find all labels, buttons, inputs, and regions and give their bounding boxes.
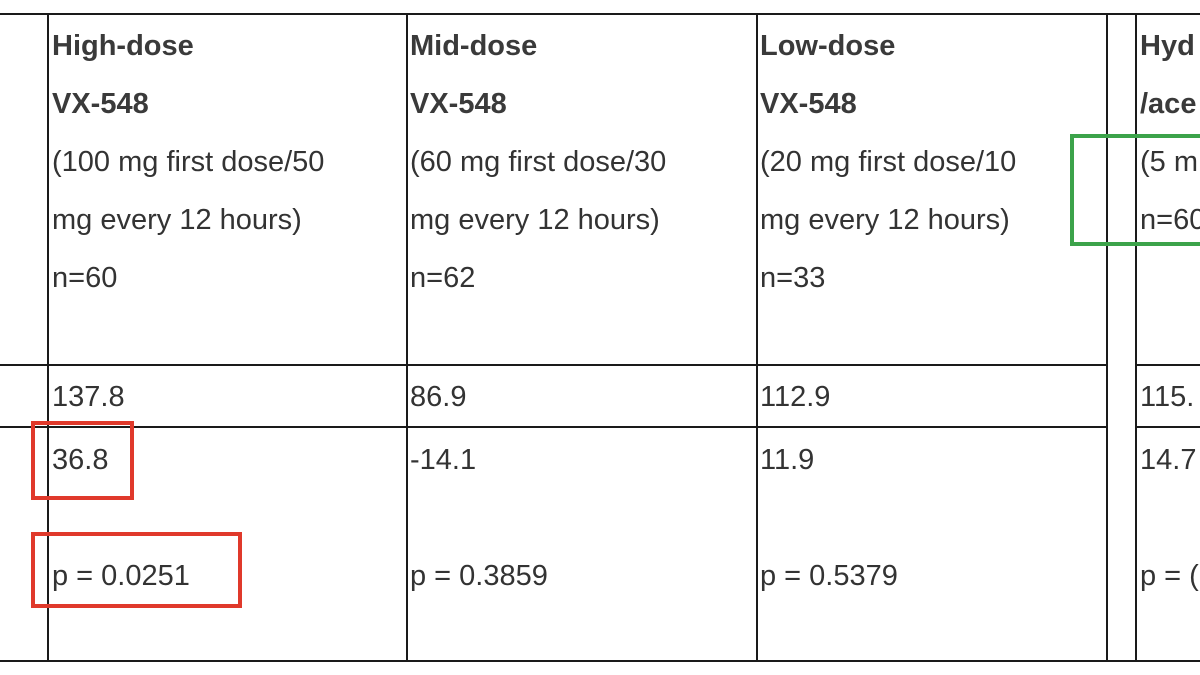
header-cell-cutoff: Hyd /ace (5 m n=60: [1140, 17, 1200, 249]
value-cell: 36.8: [52, 444, 109, 476]
column-divider: [756, 14, 758, 662]
highlight-box-red: [31, 421, 134, 500]
p-value-cell: p = 0.3859: [410, 560, 548, 592]
column-title: Hyd: [1140, 30, 1195, 62]
column-divider: [406, 14, 408, 662]
header-cell-low-dose: Low-dose VX-548 (20 mg first dose/10 mg …: [760, 17, 1016, 307]
sample-size: n=62: [410, 262, 476, 294]
dose-description: (100 mg first dose/50: [52, 146, 325, 178]
row1-bottom-rule: [0, 426, 1108, 428]
drug-name: VX-548: [52, 88, 149, 120]
dose-description: (20 mg first dose/10: [760, 146, 1017, 178]
highlight-box-red: [31, 532, 242, 608]
drug-name: /ace: [1140, 88, 1197, 120]
sample-size: n=60: [52, 262, 118, 294]
column-title: Mid-dose: [410, 30, 538, 62]
table-top-border: [0, 13, 1200, 15]
sample-size: n=60: [1140, 204, 1200, 236]
column-title: Low-dose: [760, 30, 896, 62]
p-value-cell: p = 0.5379: [760, 560, 898, 592]
highlight-box-green: [1070, 134, 1200, 246]
dose-description: mg every 12 hours): [760, 204, 1010, 236]
value-cell: 11.9: [760, 444, 815, 476]
dose-description: (5 m: [1140, 146, 1198, 178]
header-bottom-rule-right: [1136, 364, 1200, 366]
drug-name: VX-548: [760, 88, 857, 120]
sample-size: n=33: [760, 262, 826, 294]
column-divider: [1135, 14, 1137, 662]
column-title: High-dose: [52, 30, 194, 62]
drug-name: VX-548: [410, 88, 507, 120]
header-cell-high-dose: High-dose VX-548 (100 mg first dose/50 m…: [52, 17, 324, 307]
column-divider: [47, 14, 49, 662]
dose-description: (60 mg first dose/30: [410, 146, 667, 178]
dose-description: mg every 12 hours): [52, 204, 302, 236]
value-cell: 137.8: [52, 381, 125, 413]
p-value-cell: p = (: [1140, 560, 1199, 592]
dose-description: mg every 12 hours): [410, 204, 660, 236]
table-bottom-border: [0, 660, 1200, 662]
value-cell: 115.: [1140, 381, 1195, 413]
p-value-cell: p = 0.0251: [52, 560, 190, 592]
header-cell-mid-dose: Mid-dose VX-548 (60 mg first dose/30 mg …: [410, 17, 666, 307]
value-cell: 112.9: [760, 381, 831, 413]
value-cell: -14.1: [410, 444, 477, 476]
column-divider: [1106, 14, 1108, 662]
row1-bottom-rule-right: [1136, 426, 1200, 428]
header-bottom-rule: [0, 364, 1108, 366]
value-cell: 14.7: [1140, 444, 1197, 476]
value-cell: 86.9: [410, 381, 467, 413]
